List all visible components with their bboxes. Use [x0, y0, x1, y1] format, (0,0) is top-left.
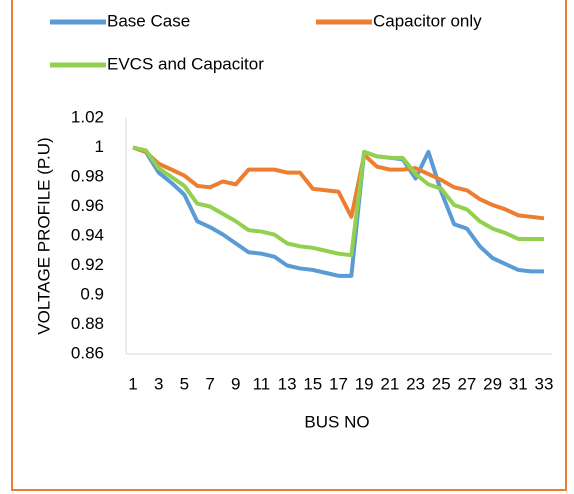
y-tick-label: 0.96 [71, 196, 104, 215]
x-tick-label: 1 [128, 374, 137, 393]
y-tick-label: 0.98 [71, 166, 104, 185]
x-tick-label: 7 [205, 374, 214, 393]
series-line [132, 145, 544, 278]
y-axis-title: VOLTAGE PROFILE (P.U) [34, 137, 53, 334]
x-tick-label: 33 [535, 374, 554, 393]
legend-label: Base Case [107, 11, 190, 30]
x-tick-label: 21 [380, 374, 399, 393]
x-axis-title: BUS NO [304, 412, 369, 431]
series-line [132, 145, 544, 258]
legend-label: Capacitor only [373, 11, 482, 30]
series-line [132, 145, 545, 221]
y-tick-label: 0.92 [71, 255, 104, 274]
y-tick-label: 0.9 [80, 284, 104, 303]
y-tick-label: 1 [95, 137, 104, 156]
x-tick-label: 9 [231, 374, 240, 393]
x-tick-label: 5 [180, 374, 189, 393]
x-tick-label: 3 [154, 374, 163, 393]
x-tick-label: 25 [432, 374, 451, 393]
y-tick-label: 1.02 [71, 107, 104, 126]
x-tick-label: 17 [329, 374, 348, 393]
x-tick-label: 23 [406, 374, 425, 393]
x-tick-label: 13 [278, 374, 297, 393]
y-tick-label: 0.88 [71, 314, 104, 333]
legend-label: EVCS and Capacitor [107, 54, 264, 73]
x-tick-label: 15 [303, 374, 322, 393]
x-tick-label: 11 [253, 374, 271, 393]
x-tick-label: 19 [355, 374, 374, 393]
x-tick-label: 29 [483, 374, 502, 393]
x-tick-label: 27 [457, 374, 476, 393]
y-tick-label: 0.86 [71, 343, 104, 362]
y-tick-label: 0.94 [71, 225, 104, 244]
x-tick-label: 31 [509, 374, 528, 393]
